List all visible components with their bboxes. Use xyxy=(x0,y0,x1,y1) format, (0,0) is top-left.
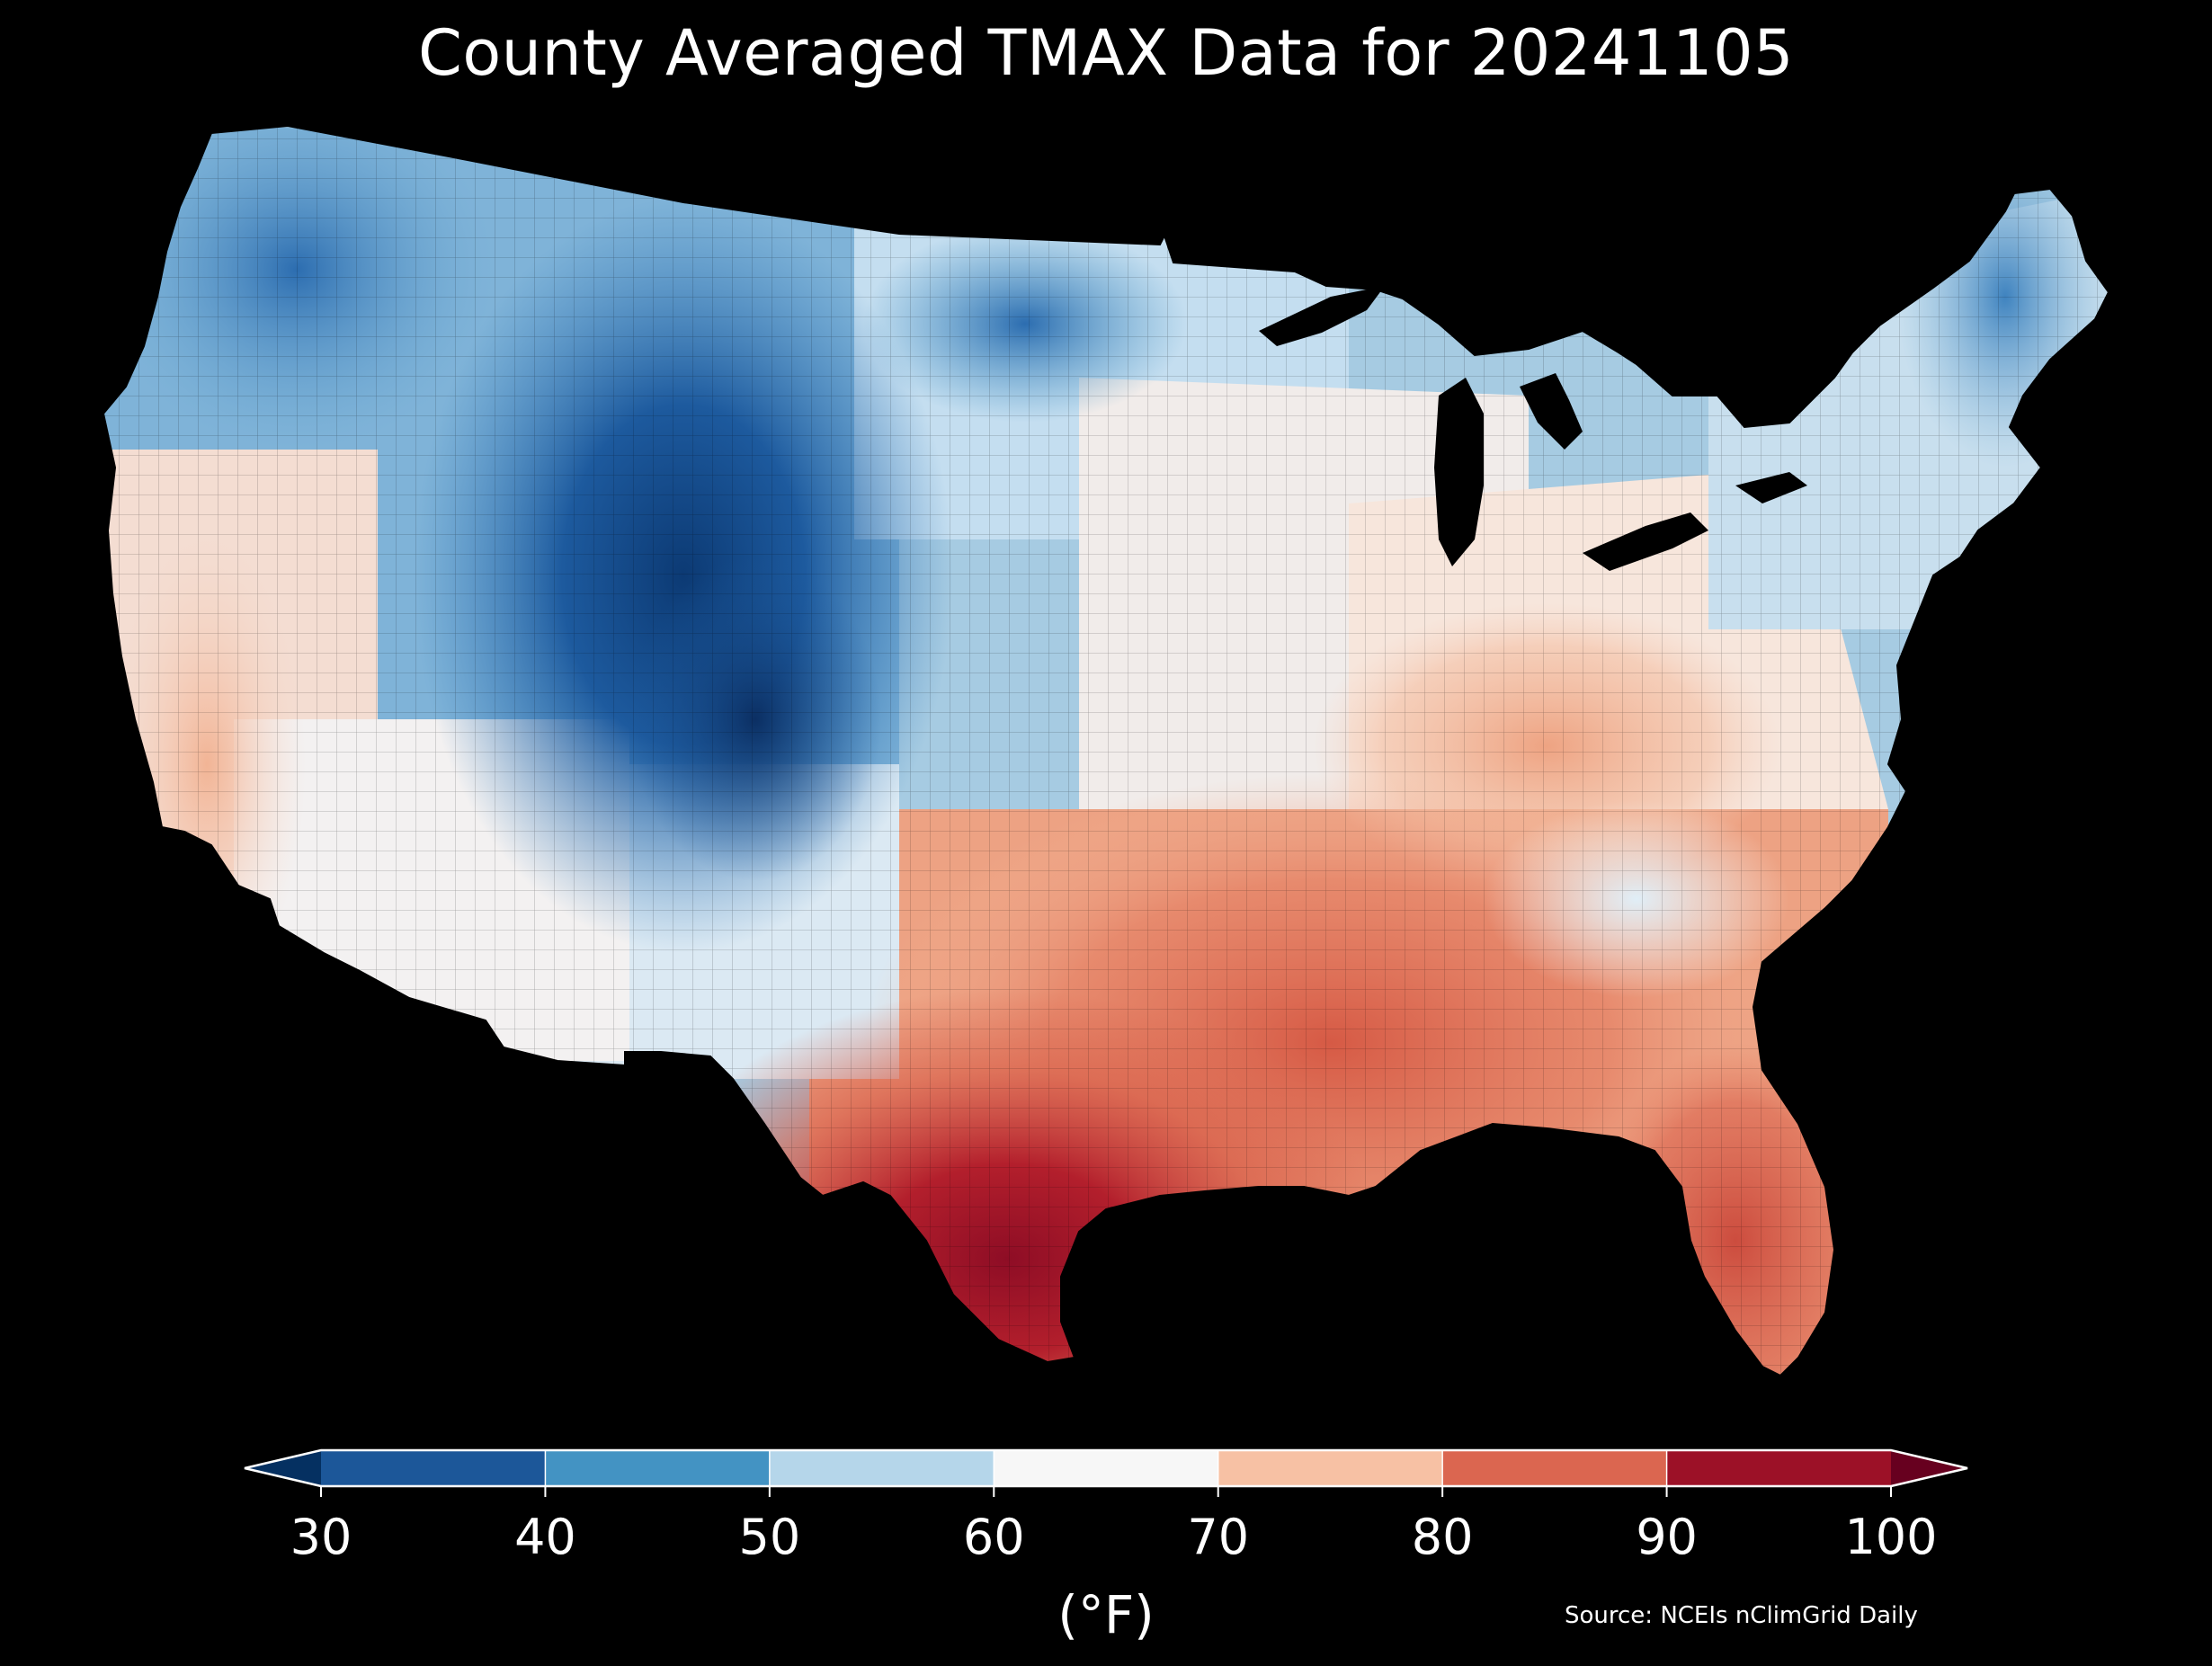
colorbar-tick-label: 50 xyxy=(738,1509,801,1565)
colorbar-bin-70-80 xyxy=(1217,1450,1443,1486)
colorbar-tick-label: 80 xyxy=(1411,1509,1474,1565)
map-title: County Averaged TMAX Data for 20241105 xyxy=(417,16,1795,90)
colorbar-bin-40-50 xyxy=(545,1450,770,1486)
usa-outline xyxy=(102,124,2110,1377)
colorbar-bin-80-90 xyxy=(1442,1450,1667,1486)
colorbar-tick-label: 90 xyxy=(1636,1509,1698,1565)
colorbar-tick-label: 70 xyxy=(1187,1509,1250,1565)
colorbar-extend-over xyxy=(1891,1450,1967,1486)
colorbar-bin-50-60 xyxy=(769,1450,995,1486)
source-note: Source: NCEIs nClimGrid Daily xyxy=(1565,1602,1918,1629)
colorbar-tick-label: 60 xyxy=(962,1509,1025,1565)
colorbar-bin-30-40 xyxy=(321,1450,546,1486)
great-lakes xyxy=(1259,286,1807,571)
colorbar-extend-under xyxy=(245,1450,321,1486)
colorbar xyxy=(244,1448,1968,1497)
colorbar-tick-label: 30 xyxy=(290,1509,352,1565)
colorbar-label: (°F) xyxy=(1057,1584,1155,1645)
colorbar-tick-label: 40 xyxy=(514,1509,576,1565)
colorbar-bin-60-70 xyxy=(994,1450,1218,1486)
colorbar-bin-90-100 xyxy=(1666,1450,1891,1486)
colorbar-tick-label: 100 xyxy=(1844,1509,1938,1565)
